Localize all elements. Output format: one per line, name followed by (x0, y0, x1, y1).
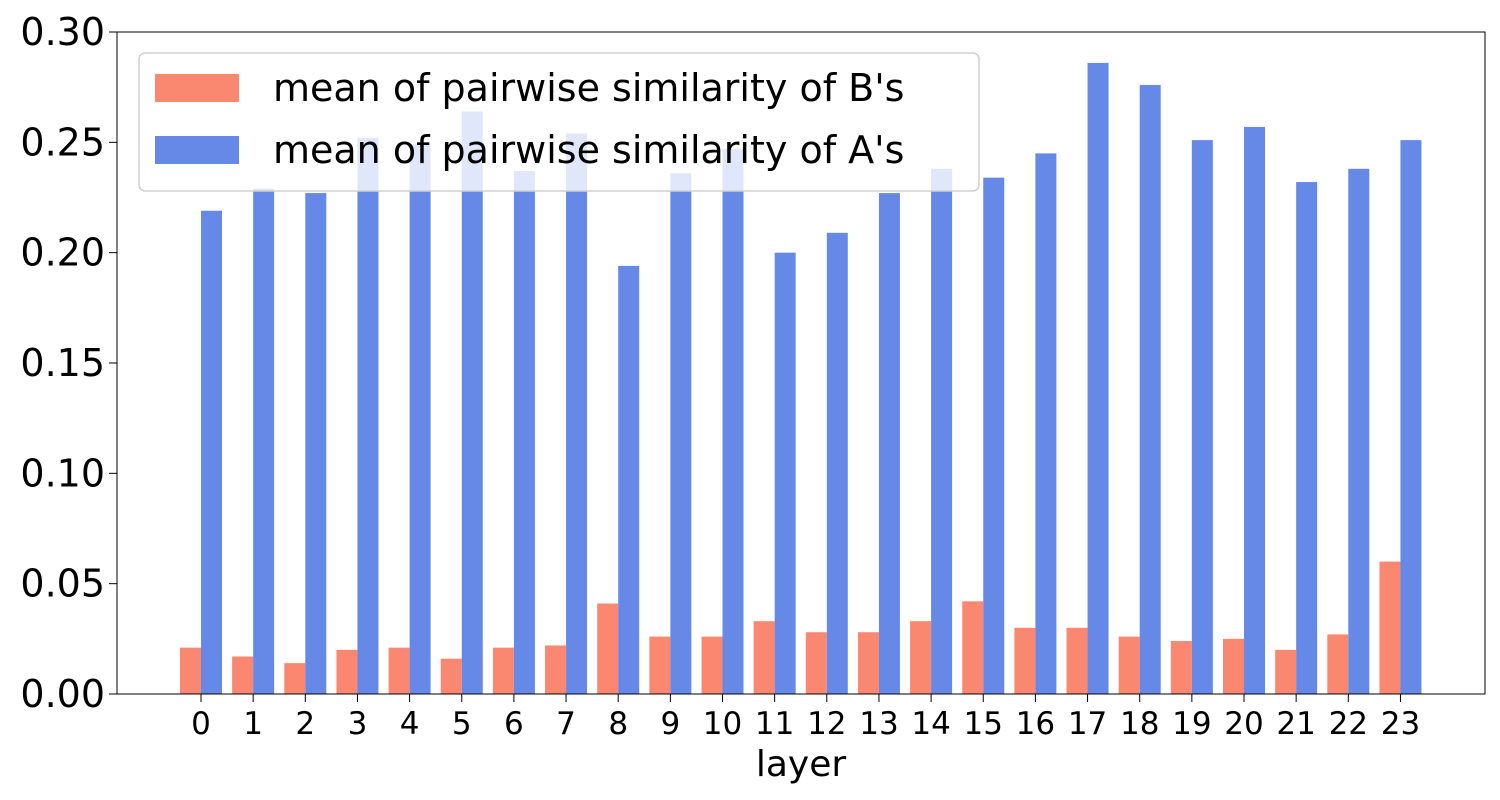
y-tick-label: 0.10 (20, 451, 105, 495)
x-tick-label: 5 (452, 706, 472, 742)
bar-a-layer-4 (409, 144, 431, 695)
x-tick-label: 12 (807, 706, 846, 742)
bar-a-layer-12 (826, 232, 848, 694)
legend-label-b: mean of pairwise similarity of B's (273, 66, 904, 110)
bar-b-layer-2 (284, 663, 306, 694)
bar-b-layer-8 (597, 603, 619, 694)
bar-b-layer-17 (1066, 627, 1088, 694)
y-tick-label: 0.15 (20, 341, 105, 385)
x-tick-label: 4 (400, 706, 420, 742)
bar-a-layer-22 (1348, 168, 1370, 694)
x-tick-label: 8 (608, 706, 628, 742)
bar-a-layer-7 (566, 133, 588, 695)
bar-b-layer-21 (1275, 649, 1297, 694)
x-tick-label: 23 (1381, 706, 1420, 742)
legend-label-a: mean of pairwise similarity of A's (273, 128, 904, 172)
y-axis-ticks: 0.00 0.05 0.10 0.15 0.20 0.25 0.30 (20, 10, 117, 716)
y-tick-label: 0.20 (20, 231, 105, 275)
y-tick-label: 0.00 (20, 672, 105, 716)
bar-b-layer-6 (492, 647, 514, 694)
legend-swatch-a (155, 136, 239, 164)
bar-a-layer-0 (201, 210, 222, 695)
bar-a-layer-8 (618, 265, 640, 694)
bar-a-layer-6 (513, 171, 535, 694)
bar-b-layer-13 (857, 632, 879, 694)
x-tick-label: 20 (1224, 706, 1263, 742)
bar-b-layer-9 (649, 636, 671, 694)
x-tick-label: 10 (703, 706, 742, 742)
bar-b-layer-7 (545, 645, 567, 694)
bar-b-layer-1 (232, 656, 254, 694)
bar-b-layer-3 (336, 649, 358, 694)
bar-b-layer-15 (962, 601, 984, 694)
legend-box (138, 52, 980, 192)
bar-a-layer-3 (357, 137, 379, 695)
x-tick-label: 18 (1120, 706, 1159, 742)
x-tick-label: 17 (1068, 706, 1107, 742)
bar-a-layer-2 (305, 193, 327, 694)
bar-a-layer-5 (461, 111, 483, 694)
x-tick-label: 13 (859, 706, 898, 742)
bar-b-layer-5 (440, 658, 462, 694)
bar-b-layer-19 (1170, 641, 1192, 694)
x-tick-label: 9 (660, 706, 680, 742)
bar-b-layer-23 (1379, 561, 1401, 694)
bar-b-layer-18 (1118, 636, 1140, 694)
x-tick-label: 21 (1276, 706, 1315, 742)
bar-a-layer-11 (774, 252, 796, 694)
bar-a-layer-19 (1191, 140, 1213, 695)
legend: mean of pairwise similarity of B's mean … (138, 52, 980, 192)
y-tick-label: 0.25 (20, 120, 105, 164)
bar-a-layer-23 (1400, 140, 1422, 695)
bar-a-layer-20 (1244, 126, 1265, 695)
legend-swatch-b (155, 74, 239, 102)
bar-a-layer-14 (931, 168, 953, 694)
bar-b-layer-14 (910, 621, 932, 694)
x-tick-label: 6 (504, 706, 524, 742)
bar-a-layer-9 (670, 173, 692, 694)
x-tick-label: 0 (191, 706, 211, 742)
x-axis-label: layer (756, 744, 847, 785)
x-tick-label: 22 (1329, 706, 1368, 742)
x-axis-ticks: 0 1 2 3 4 5 6 7 8 9 10 11 12 13 14 15 16 17 18 19 20 21 22 23 (191, 694, 1420, 742)
bar-b-layer-10 (701, 636, 723, 694)
bar-b-layer-20 (1223, 638, 1244, 694)
bar-b-layer-22 (1327, 634, 1349, 694)
x-tick-label: 3 (348, 706, 368, 742)
x-tick-label: 16 (1016, 706, 1055, 742)
bar-a-layer-16 (1035, 153, 1057, 694)
bar-b-layer-11 (753, 621, 775, 694)
bar-b-layer-12 (805, 632, 827, 694)
bar-b-layer-0 (180, 647, 201, 694)
x-tick-label: 14 (911, 706, 950, 742)
bar-a-layer-1 (253, 188, 275, 694)
bar-b-layer-4 (388, 647, 410, 694)
x-tick-label: 19 (1172, 706, 1211, 742)
bar-a-layer-17 (1087, 62, 1109, 695)
bar-b-layer-16 (1014, 627, 1036, 694)
x-tick-label: 7 (556, 706, 576, 742)
y-tick-label: 0.05 (20, 562, 105, 606)
bar-a-layer-13 (878, 193, 900, 694)
bar-a-layer-21 (1296, 182, 1318, 694)
x-tick-label: 2 (295, 706, 315, 742)
bar-a-layer-10 (722, 148, 744, 694)
bar-a-layer-18 (1139, 84, 1161, 694)
bars-group (180, 62, 1422, 695)
plot-frame (116, 31, 1486, 695)
x-tick-label: 1 (243, 706, 263, 742)
x-tick-label: 11 (755, 706, 794, 742)
bar-a-layer-15 (983, 177, 1005, 694)
y-tick-label: 0.30 (20, 10, 105, 54)
x-tick-label: 15 (964, 706, 1003, 742)
